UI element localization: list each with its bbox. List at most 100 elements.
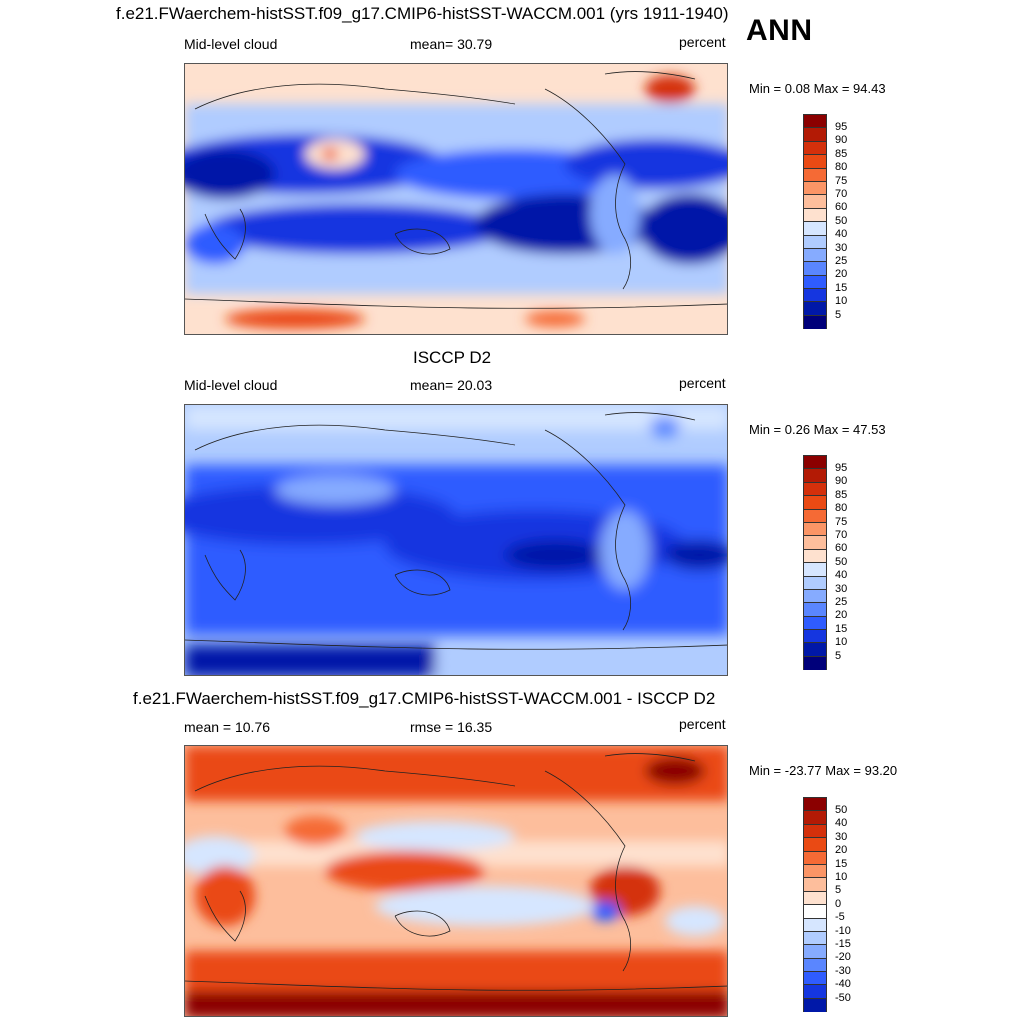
colorbar-segment [804, 851, 826, 865]
colorbar-tick-label: 0 [835, 898, 842, 910]
colorbar-tick-label: 25 [835, 255, 848, 267]
colorbar-tick-label: 15 [835, 282, 848, 294]
colorbar-tick-label: 10 [835, 636, 848, 648]
colorbar-tick-label: 80 [835, 502, 848, 514]
panel-3-colorbar [803, 797, 827, 1013]
colorbar-segment [804, 115, 826, 129]
panel-2-title: ISCCP D2 [413, 348, 492, 367]
panel-1-variable-label: Mid-level cloud [184, 36, 278, 52]
panel-3-map-svg [185, 746, 727, 1016]
colorbar-tick-label: -10 [835, 925, 851, 937]
season-label: ANN [746, 14, 813, 47]
colorbar-segment [804, 972, 826, 986]
colorbar-segment [804, 222, 826, 236]
colorbar-segment [804, 630, 826, 644]
colorbar-tick-label: -15 [835, 938, 851, 950]
colorbar-segment [804, 482, 826, 497]
colorbar-tick-label: -40 [835, 978, 851, 990]
colorbar-tick-label: 10 [835, 295, 848, 307]
colorbar-tick-label: 15 [835, 858, 848, 870]
colorbar-segment [804, 931, 826, 946]
panel-1-map-svg [185, 64, 727, 334]
colorbar-segment [804, 262, 826, 276]
colorbar-segment [804, 905, 826, 919]
panel-1-map [184, 63, 728, 335]
colorbar-segment [804, 985, 826, 999]
colorbar-segment [804, 195, 826, 209]
colorbar-segment [804, 643, 826, 657]
panel-2-variable-label: Mid-level cloud [184, 377, 278, 393]
colorbar-segment [804, 208, 826, 223]
colorbar-segment [804, 509, 826, 523]
colorbar-segment [804, 589, 826, 604]
colorbar-segment [804, 289, 826, 303]
panel-1-mean-label: mean= 30.79 [410, 36, 493, 52]
colorbar-segment [804, 958, 826, 973]
colorbar-tick-label: 75 [835, 516, 848, 528]
colorbar-tick-label: 95 [835, 462, 848, 474]
panel-2-units-label: percent [679, 375, 726, 391]
colorbar-segment [804, 563, 826, 577]
colorbar-tick-label: 90 [835, 134, 848, 146]
colorbar-tick-label: 95 [835, 121, 848, 133]
colorbar-segment [804, 456, 826, 470]
colorbar-segment [804, 128, 826, 142]
colorbar-tick-label: 20 [835, 268, 848, 280]
colorbar-tick-label: 60 [835, 542, 848, 554]
colorbar-segment [804, 315, 826, 330]
colorbar-tick-label: 30 [835, 242, 848, 254]
panel-2-mean-label: mean= 20.03 [410, 377, 493, 393]
colorbar-segment [804, 496, 826, 510]
colorbar-tick-label: 85 [835, 489, 848, 501]
colorbar-tick-label: 5 [835, 650, 842, 662]
colorbar-tick-label: 80 [835, 161, 848, 173]
panel-1-minmax-label: Min = 0.08 Max = 94.43 [749, 81, 886, 96]
panel-3-rmse-label: rmse = 16.35 [410, 719, 493, 735]
colorbar-tick-label: -5 [835, 911, 845, 923]
colorbar-segment [804, 248, 826, 263]
panel-1-title: f.e21.FWaerchem-histSST.f09_g17.CMIP6-hi… [116, 4, 729, 23]
colorbar-segment [804, 603, 826, 617]
colorbar-tick-label: 50 [835, 215, 848, 227]
colorbar-tick-label: 50 [835, 556, 848, 568]
panel-1-units-label: percent [679, 34, 726, 50]
colorbar-tick-label: 60 [835, 201, 848, 213]
panel-2-minmax-label: Min = 0.26 Max = 47.53 [749, 422, 886, 437]
colorbar-tick-label: 15 [835, 623, 848, 635]
colorbar-tick-label: 20 [835, 844, 848, 856]
colorbar-tick-label: 75 [835, 175, 848, 187]
colorbar-segment [804, 168, 826, 182]
colorbar-segment [804, 945, 826, 959]
colorbar-tick-label: 50 [835, 804, 848, 816]
colorbar-tick-label: 70 [835, 188, 848, 200]
colorbar-segment [804, 181, 826, 196]
colorbar-segment [804, 998, 826, 1013]
colorbar-segment [804, 838, 826, 852]
panel-3-minmax-label: Min = -23.77 Max = 93.20 [749, 763, 898, 778]
panel-3-title: f.e21.FWaerchem-histSST.f09_g17.CMIP6-hi… [133, 689, 716, 708]
panel-3-map [184, 745, 728, 1017]
colorbar-tick-label: -30 [835, 965, 851, 977]
colorbar-segment [804, 536, 826, 550]
colorbar-tick-label: 85 [835, 148, 848, 160]
panel-3-mean-label: mean = 10.76 [184, 719, 271, 735]
colorbar-segment [804, 302, 826, 316]
colorbar-segment [804, 235, 826, 249]
colorbar-tick-label: 30 [835, 831, 848, 843]
colorbar-segment [804, 155, 826, 169]
colorbar-segment [804, 864, 826, 879]
colorbar-tick-label: 20 [835, 609, 848, 621]
colorbar-segment [804, 878, 826, 892]
colorbar-segment [804, 549, 826, 564]
colorbar-segment [804, 656, 826, 671]
colorbar-tick-label: 5 [835, 884, 842, 896]
colorbar-segment [804, 824, 826, 839]
colorbar-segment [804, 576, 826, 590]
panel-3-units-label: percent [679, 716, 726, 732]
panel-2-map [184, 404, 728, 676]
colorbar-tick-label: -20 [835, 951, 851, 963]
colorbar-tick-label: -50 [835, 992, 851, 1004]
colorbar-segment [804, 891, 826, 906]
panel-1-colorbar [803, 114, 827, 330]
colorbar-segment [804, 522, 826, 537]
